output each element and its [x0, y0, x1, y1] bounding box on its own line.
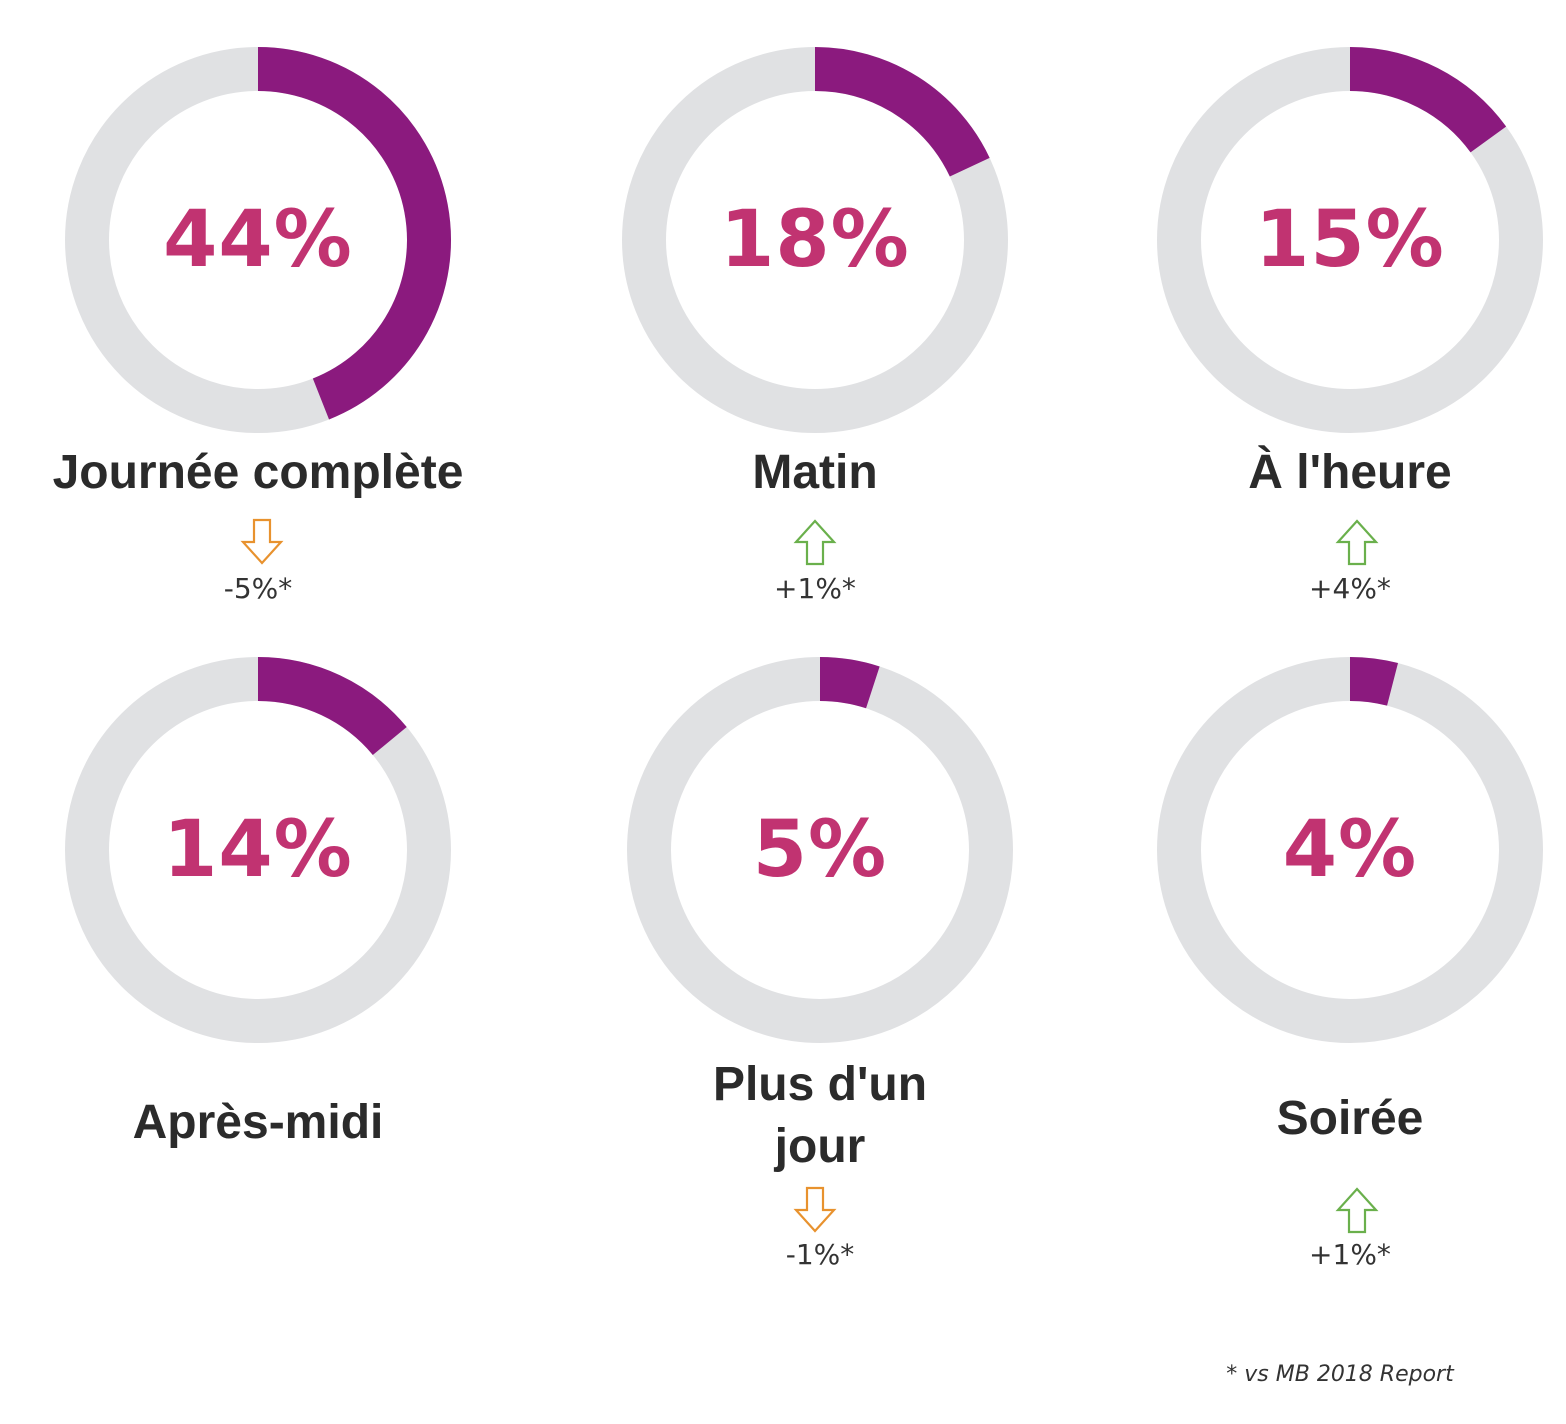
donut-chart: [65, 47, 451, 433]
donut-value-label: 5%: [752, 805, 888, 895]
change-label: -1%*: [785, 1238, 855, 1271]
donut-chart: [622, 47, 1008, 433]
down-arrow-icon: [240, 518, 284, 565]
donut-value-label: 15%: [1255, 195, 1445, 285]
donut-value-label: 4%: [1282, 805, 1418, 895]
donut-category-label: À l'heure: [1248, 446, 1452, 499]
donut-tile-apres-midi: 14% Après-midi: [18, 610, 498, 1230]
change-label: +1%*: [1309, 1238, 1391, 1271]
donut-tile-plus-dun-jour: 5% Plus d'un jour -1%*: [580, 610, 1060, 1271]
change-label: +1%*: [774, 572, 856, 605]
donut-category-label: Journée complète: [52, 446, 464, 499]
down-arrow-icon: [793, 1186, 837, 1233]
up-arrow-icon: [793, 519, 837, 566]
change-label: +4%*: [1309, 572, 1391, 605]
donut-category-label: Soirée: [1276, 1092, 1424, 1145]
donut-chart: [1157, 47, 1543, 433]
donut-tile-matin: 18% Matin +1%*: [575, 0, 1055, 620]
donut-value-label: 14%: [163, 805, 353, 895]
up-arrow-icon: [1335, 519, 1379, 566]
up-arrow-icon: [1335, 1187, 1379, 1234]
donut-category-label: Matin: [752, 446, 878, 499]
donut-value-label: 18%: [720, 195, 910, 285]
donut-value-arc: [819, 657, 880, 709]
donut-category-label: Après-midi: [132, 1096, 384, 1149]
donut-chart: [1157, 657, 1543, 1043]
donut-value-arc: [257, 657, 407, 756]
donut-value-arc: [257, 47, 451, 420]
donut-chart: [627, 657, 1013, 1043]
donut-value-arc: [1349, 657, 1398, 706]
donut-chart: [65, 657, 451, 1043]
donut-tile-soiree: 4% Soirée +1%*: [1110, 610, 1566, 1271]
change-label: -5%*: [223, 572, 293, 605]
donut-tile-journee-complete: 44% Journée complète -5%*: [18, 0, 498, 620]
footnote: * vs MB 2018 Report: [1226, 1362, 1454, 1387]
donut-value-arc: [1349, 47, 1507, 153]
donut-value-label: 44%: [163, 195, 353, 285]
donut-value-arc: [814, 47, 990, 178]
donut-tile-a-lheure: 15% À l'heure +4%*: [1110, 0, 1566, 620]
donut-category-label: Plus d'un jour: [712, 1058, 928, 1173]
